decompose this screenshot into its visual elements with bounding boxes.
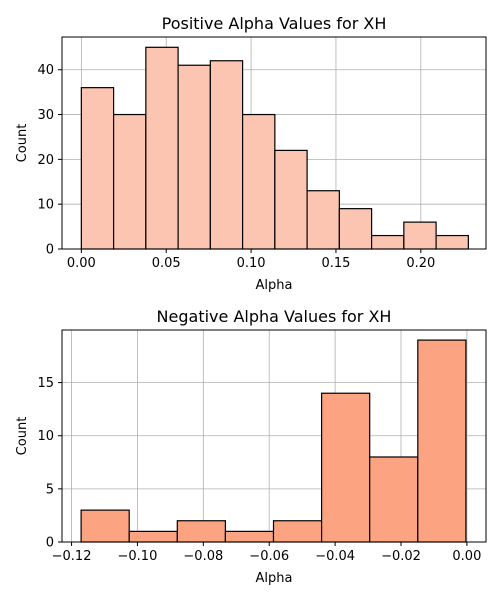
x-tick-label: −0.02 <box>381 549 421 564</box>
histogram-bar <box>369 456 419 543</box>
histogram-bar <box>403 221 437 250</box>
x-tick-label: −0.10 <box>118 549 158 564</box>
x-axis-label: Alpha <box>256 278 293 293</box>
y-tick-label: 30 <box>37 108 54 123</box>
histogram-bar <box>272 520 323 543</box>
histogram-bar <box>338 208 373 250</box>
positive-alpha-histogram: 0.00 0.05 0.10 0.15 0.20 0 10 20 30 40 Positive Al… <box>15 14 487 293</box>
chart-title: Positive Alpha Values for XH <box>162 14 387 33</box>
histogram-bar <box>145 46 179 250</box>
histogram-bar <box>80 509 130 543</box>
histogram-bar <box>417 339 467 543</box>
y-axis-label: Count <box>15 417 30 456</box>
x-tick-label: −0.06 <box>249 549 289 564</box>
y-tick-label: 10 <box>37 198 54 213</box>
negative-alpha-histogram: −0.12 −0.10 −0.08 −0.06 −0.04 −0.02 0.00 0 5 10 15… <box>15 307 487 586</box>
x-tick-label: −0.04 <box>315 549 355 564</box>
x-tick-label: −0.08 <box>183 549 223 564</box>
x-tick-label: 0.15 <box>321 256 350 271</box>
histogram-bar <box>306 190 340 250</box>
y-tick-label: 15 <box>37 376 54 391</box>
y-axis-label: Count <box>15 124 30 163</box>
x-tick-label: 0.20 <box>406 256 435 271</box>
histogram-bar <box>321 392 371 543</box>
histogram-bar <box>112 113 147 250</box>
y-tick-label: 20 <box>37 153 54 168</box>
x-tick-label: 0.00 <box>452 549 481 564</box>
x-tick-label: 0.00 <box>67 256 96 271</box>
histogram-bar <box>370 234 405 250</box>
histogram-bar <box>435 234 469 250</box>
x-tick-label: 0.10 <box>237 256 266 271</box>
x-tick-label: −0.12 <box>52 549 92 564</box>
histogram-bar <box>177 64 211 250</box>
axes-frame <box>61 36 487 250</box>
x-tick-label: 0.05 <box>152 256 181 271</box>
chart-title: Negative Alpha Values for XH <box>157 307 392 326</box>
histogram-bar <box>80 87 115 250</box>
histogram-bar <box>209 60 244 250</box>
y-tick-label: 0 <box>46 536 54 551</box>
y-tick-label: 0 <box>46 243 54 258</box>
y-tick-label: 40 <box>37 63 54 78</box>
histogram-bar <box>274 149 308 250</box>
histogram-bar <box>176 520 227 543</box>
y-tick-label: 10 <box>37 429 54 444</box>
histogram-bar <box>224 530 275 543</box>
y-tick-label: 5 <box>46 482 54 497</box>
histogram-bar <box>128 530 178 543</box>
x-axis-label: Alpha <box>256 571 293 586</box>
histogram-bar <box>241 113 276 250</box>
